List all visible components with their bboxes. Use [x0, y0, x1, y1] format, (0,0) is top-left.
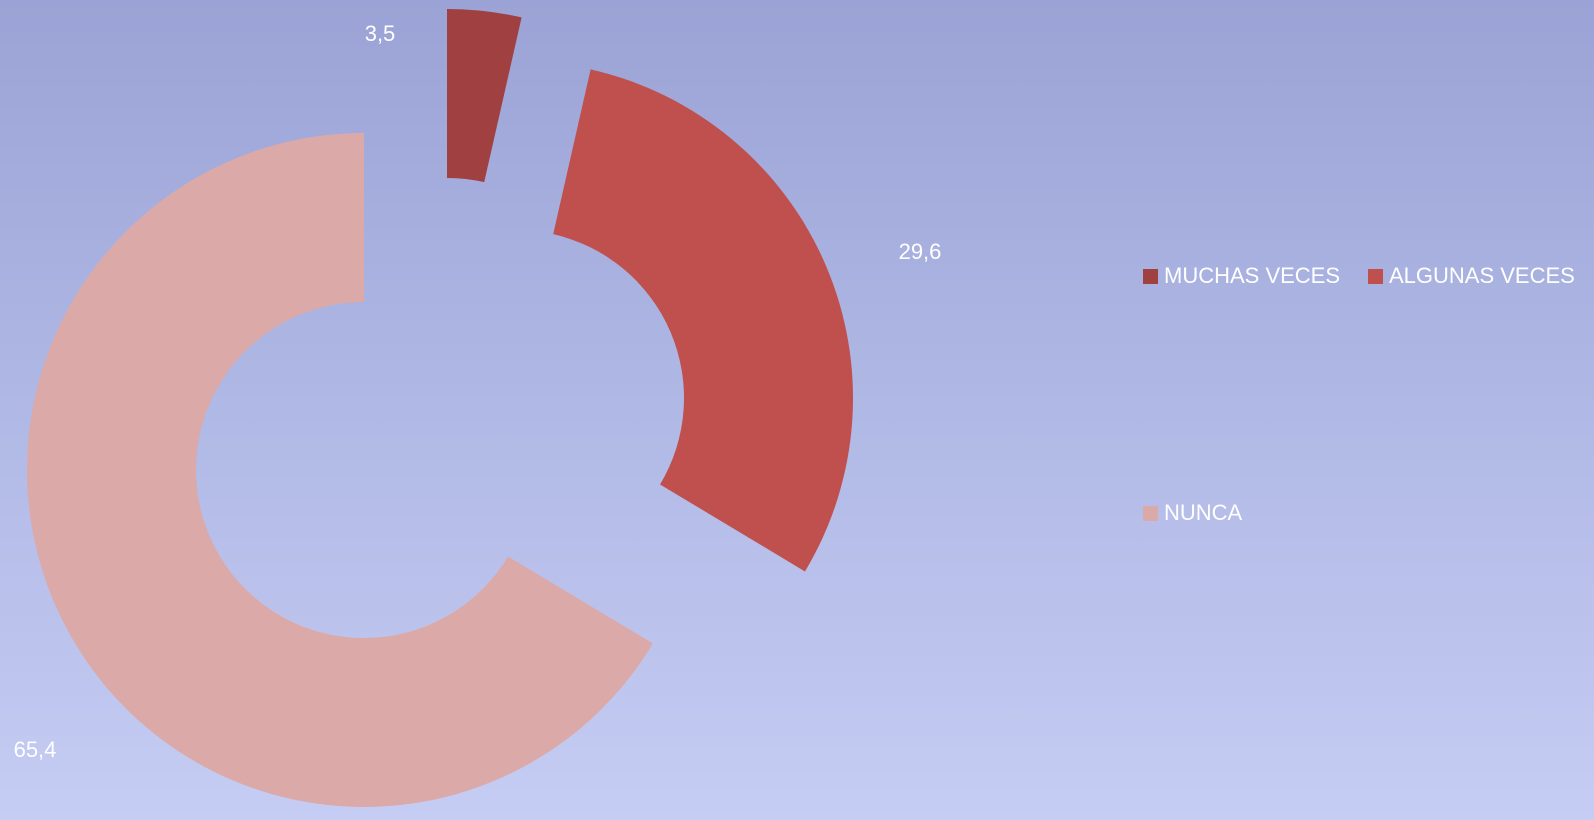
- donut-slice: [27, 132, 653, 807]
- donut-slice: [553, 69, 854, 572]
- legend-label: ALGUNAS VECES: [1389, 263, 1575, 288]
- donut-slice: [447, 9, 522, 183]
- legend-swatch: [1143, 506, 1158, 521]
- data-label: 65,4: [14, 737, 57, 762]
- legend-swatch: [1143, 269, 1158, 284]
- legend-swatch: [1368, 269, 1383, 284]
- legend-label: MUCHAS VECES: [1164, 263, 1340, 288]
- data-label: 3,5: [365, 21, 396, 46]
- data-label: 29,6: [899, 239, 942, 264]
- legend-label: NUNCA: [1164, 500, 1243, 525]
